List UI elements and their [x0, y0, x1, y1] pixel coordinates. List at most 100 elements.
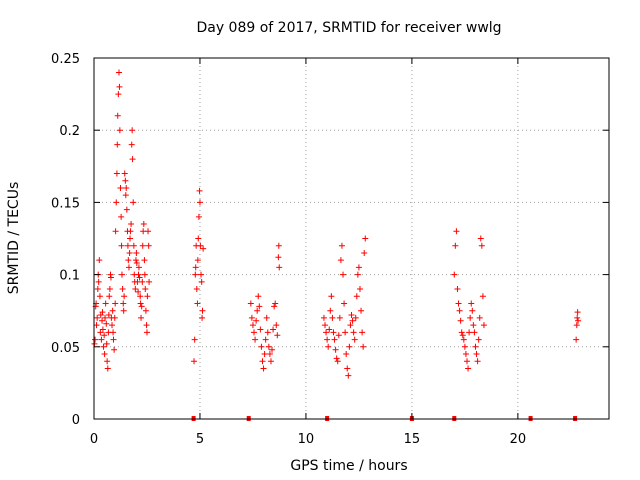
- data-point: [327, 307, 334, 314]
- data-point: [112, 228, 119, 235]
- data-point: [196, 199, 203, 206]
- data-point: [320, 314, 327, 321]
- data-point: [323, 329, 330, 336]
- data-point: [128, 221, 135, 228]
- data-point: [125, 264, 132, 271]
- data-point: [471, 329, 478, 336]
- data-point: [139, 242, 146, 249]
- data-point: [118, 242, 125, 249]
- data-point: [120, 307, 127, 314]
- data-point: [260, 365, 267, 372]
- y-tick-label: 0.25: [51, 52, 80, 67]
- data-point: [119, 286, 126, 293]
- data-point: [249, 322, 256, 329]
- data-point: [275, 254, 282, 261]
- data-point: [199, 314, 206, 321]
- data-point: [362, 235, 369, 242]
- data-point: [325, 343, 332, 350]
- data-point: [334, 358, 341, 365]
- data-point: [275, 242, 282, 249]
- data-point: [267, 358, 274, 365]
- data-point: [472, 343, 479, 350]
- data-point: [332, 346, 339, 353]
- data-point: [341, 300, 348, 307]
- data-point: [347, 322, 354, 329]
- data-point: [195, 235, 202, 242]
- data-point: [257, 326, 264, 333]
- data-point: [142, 307, 149, 314]
- data-point: [93, 322, 100, 329]
- data-point: [272, 300, 279, 307]
- data-point: [104, 365, 111, 372]
- data-point: [101, 332, 108, 339]
- data-point: [110, 329, 117, 336]
- data-point: [480, 322, 487, 329]
- data-point: [351, 336, 358, 343]
- data-point: [265, 343, 272, 350]
- data-point: [135, 288, 142, 295]
- data-point: [455, 300, 462, 307]
- data-point: [263, 314, 270, 321]
- data-point: [342, 329, 349, 336]
- data-point: [454, 286, 461, 293]
- data-point: [328, 293, 335, 300]
- data-point: [264, 329, 271, 336]
- data-point: [262, 336, 269, 343]
- data-point: [125, 257, 132, 264]
- data-point: [98, 336, 105, 343]
- data-point: [199, 307, 206, 314]
- data-point: [461, 343, 468, 350]
- chart-title: Day 089 of 2017, SRMTID for receiver wwl…: [196, 20, 501, 36]
- data-point: [101, 351, 108, 358]
- plot-frame: [93, 57, 610, 420]
- data-point: [196, 187, 203, 194]
- data-point: [326, 326, 333, 333]
- data-point: [359, 329, 366, 336]
- data-point: [335, 332, 342, 339]
- data-point: [135, 264, 142, 271]
- data-point: [137, 300, 144, 307]
- data-point: [478, 242, 485, 249]
- data-point: [248, 314, 255, 321]
- data-point: [197, 242, 204, 249]
- data-point: [102, 314, 109, 321]
- data-point: [476, 314, 483, 321]
- data-point: [122, 177, 129, 184]
- data-point: [573, 336, 580, 343]
- y-tick-label: 0: [72, 413, 80, 428]
- data-point: [575, 317, 582, 324]
- data-point: [106, 293, 113, 300]
- data-point: [111, 346, 118, 353]
- data-point: [330, 329, 337, 336]
- data-point: [198, 271, 205, 278]
- data-point: [103, 340, 110, 347]
- x-tick-label: 15: [404, 432, 421, 447]
- x-tick-label: 20: [510, 432, 527, 447]
- data-point: [331, 336, 338, 343]
- data-point: [343, 351, 350, 358]
- data-point: [252, 336, 259, 343]
- data-point: [458, 329, 465, 336]
- data-point: [274, 332, 281, 339]
- data-point: [191, 358, 198, 365]
- y-tick-labels: 0 0.05 0.1 0.15 0.2 0.25: [51, 52, 80, 428]
- data-point: [574, 309, 581, 316]
- data-point: [135, 271, 142, 278]
- data-point: [141, 257, 148, 264]
- data-point: [329, 314, 336, 321]
- axis-ticks: [93, 57, 609, 420]
- data-point: [145, 242, 152, 249]
- data-point: [133, 260, 140, 267]
- data-point: [469, 307, 476, 314]
- data-point: [195, 213, 202, 220]
- data-point: [138, 303, 145, 310]
- data-point: [106, 286, 113, 293]
- data-point: [118, 271, 125, 278]
- data-point: [116, 83, 123, 90]
- data-point: [123, 184, 130, 191]
- data-point: [142, 286, 149, 293]
- data-point: [112, 300, 119, 307]
- data-point: [464, 358, 471, 365]
- data-point: [453, 228, 460, 235]
